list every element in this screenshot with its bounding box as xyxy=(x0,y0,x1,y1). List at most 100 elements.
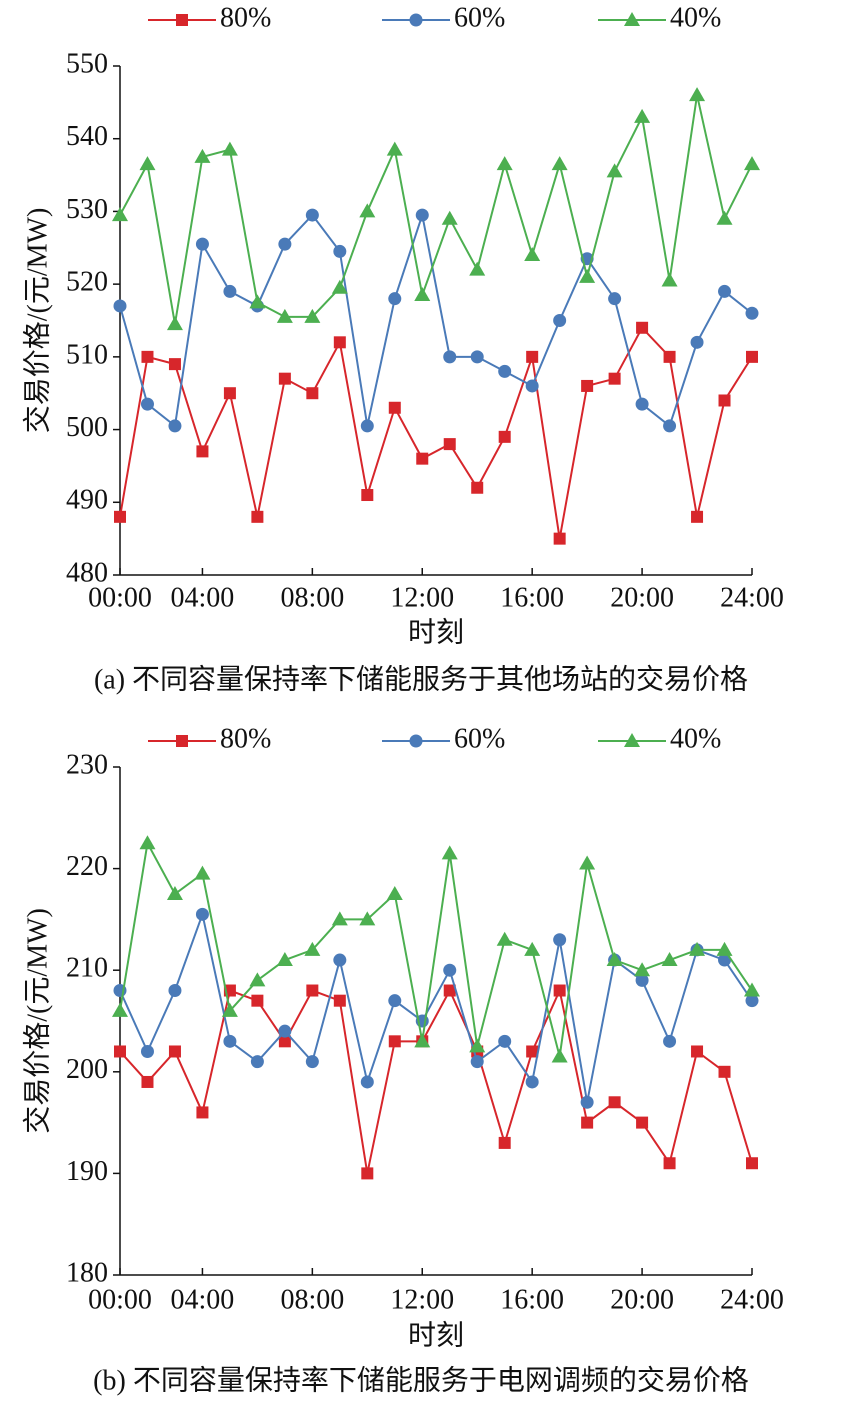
marker xyxy=(443,984,456,997)
marker xyxy=(524,941,541,956)
marker xyxy=(333,336,346,349)
marker xyxy=(744,156,760,171)
marker xyxy=(386,141,403,156)
marker xyxy=(166,316,183,331)
marker xyxy=(608,372,621,385)
marker xyxy=(331,911,348,926)
marker xyxy=(441,210,458,225)
marker xyxy=(689,941,706,956)
marker xyxy=(388,292,402,306)
x-tick-label: 20:00 xyxy=(610,582,674,613)
marker xyxy=(112,207,128,222)
marker xyxy=(744,982,760,997)
marker xyxy=(414,287,431,302)
marker xyxy=(415,208,429,222)
marker xyxy=(333,244,347,258)
marker xyxy=(498,430,511,443)
marker xyxy=(635,397,649,411)
legend-label: 40% xyxy=(670,723,721,754)
marker xyxy=(249,972,266,987)
legend-label: 80% xyxy=(220,723,271,754)
y-tick-label: 210 xyxy=(66,953,108,984)
marker xyxy=(636,321,649,334)
marker xyxy=(141,1075,154,1088)
marker xyxy=(498,1034,512,1048)
x-tick-label: 24:00 xyxy=(720,582,784,613)
marker xyxy=(553,314,567,327)
x-tick-label: 04:00 xyxy=(171,1284,235,1315)
series-line xyxy=(119,840,753,1057)
marker xyxy=(112,1002,128,1017)
marker xyxy=(168,984,182,998)
marker xyxy=(716,210,733,225)
y-tick-label: 550 xyxy=(66,48,108,79)
marker xyxy=(276,308,293,323)
marker xyxy=(113,299,127,313)
marker xyxy=(608,292,622,306)
x-tick-label: 12:00 xyxy=(390,582,454,613)
marker xyxy=(331,279,348,294)
marker xyxy=(333,953,347,967)
x-tick-label: 12:00 xyxy=(390,1284,454,1315)
marker xyxy=(746,1157,758,1170)
y-tick-label: 220 xyxy=(66,851,108,882)
x-tick-label: 00:00 xyxy=(88,1284,152,1315)
marker xyxy=(196,445,209,458)
marker xyxy=(251,994,264,1007)
marker xyxy=(718,953,732,967)
marker xyxy=(498,364,512,378)
x-axis-label: 时刻 xyxy=(408,1319,464,1351)
marker xyxy=(661,272,678,287)
marker xyxy=(361,1167,374,1180)
x-tick-label: 04:00 xyxy=(171,582,235,613)
marker xyxy=(496,156,513,171)
marker xyxy=(114,510,126,523)
legend-marker xyxy=(176,14,188,26)
marker xyxy=(139,835,156,850)
marker xyxy=(718,1065,731,1078)
legend-marker xyxy=(176,735,188,747)
marker xyxy=(746,350,758,363)
marker xyxy=(663,350,676,363)
marker xyxy=(553,532,566,545)
marker xyxy=(634,962,651,977)
y-tick-label: 190 xyxy=(66,1156,108,1187)
marker xyxy=(361,489,374,502)
marker xyxy=(388,401,401,414)
marker xyxy=(278,237,292,251)
legend-label: 80% xyxy=(220,2,271,33)
marker xyxy=(636,1116,649,1129)
marker xyxy=(663,1157,676,1170)
marker xyxy=(496,931,513,946)
marker xyxy=(661,952,678,967)
marker xyxy=(168,419,182,433)
y-tick-label: 520 xyxy=(66,267,108,298)
marker xyxy=(276,952,293,967)
marker xyxy=(526,350,539,363)
x-tick-label: 16:00 xyxy=(500,1284,564,1315)
series-line xyxy=(119,326,753,539)
marker xyxy=(689,87,706,102)
marker xyxy=(441,845,458,860)
marker xyxy=(471,481,484,494)
marker xyxy=(470,1055,484,1069)
marker xyxy=(634,108,651,123)
marker xyxy=(469,1038,486,1053)
marker xyxy=(305,208,319,222)
y-tick-label: 530 xyxy=(66,194,108,225)
y-tick-label: 180 xyxy=(66,1257,108,1288)
marker xyxy=(416,452,429,465)
series-line xyxy=(119,910,753,1103)
y-tick-label: 230 xyxy=(66,749,108,780)
marker xyxy=(470,350,484,364)
y-tick-label: 200 xyxy=(66,1054,108,1085)
marker xyxy=(553,984,566,997)
marker xyxy=(221,141,238,156)
marker xyxy=(469,261,486,276)
marker xyxy=(306,387,319,400)
chart-title: (b) 不同容量保持率下储能服务于电网调频的交易价格 xyxy=(93,1364,749,1396)
x-axis-label: 时刻 xyxy=(408,616,464,648)
chart-title: (a) 不同容量保持率下储能服务于其他场站的交易价格 xyxy=(94,663,748,695)
x-tick-label: 00:00 xyxy=(88,582,152,613)
